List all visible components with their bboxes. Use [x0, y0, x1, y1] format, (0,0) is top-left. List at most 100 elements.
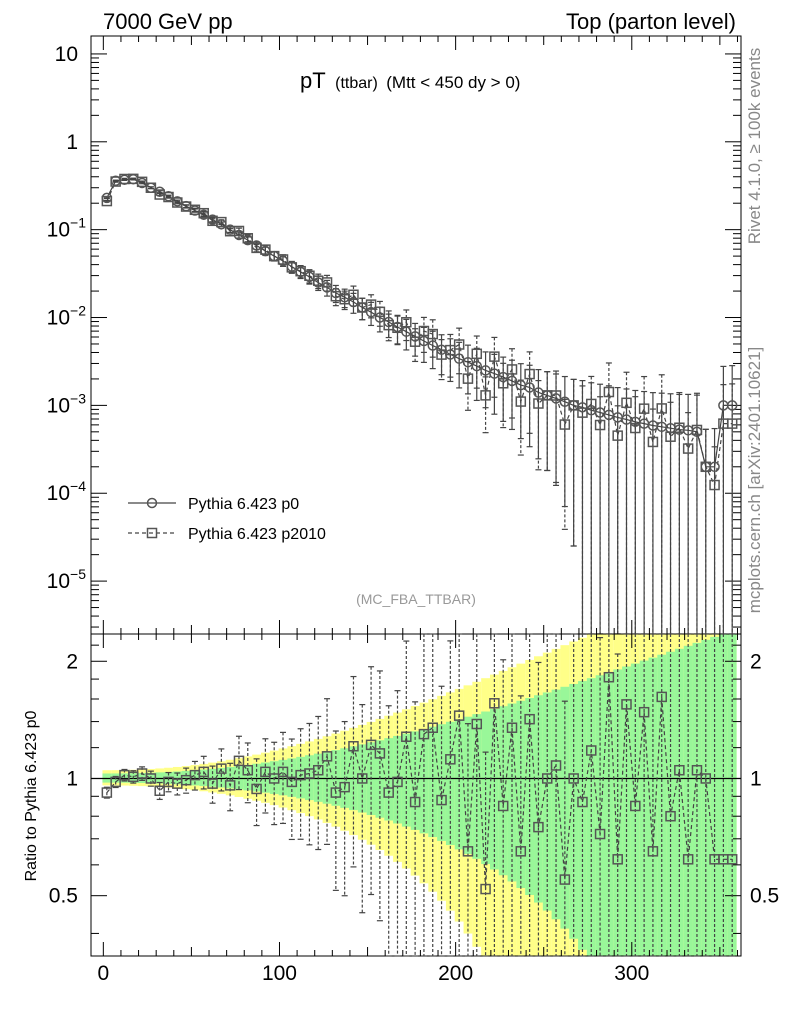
p2010-point [409, 336, 421, 347]
p2010-point [700, 461, 712, 473]
p0-point [453, 353, 465, 364]
y-tick-label: 1 [66, 131, 78, 154]
header-left: 7000 GeV pp [103, 9, 233, 34]
ratio-point [612, 854, 623, 865]
ratio-point [453, 710, 465, 721]
ratio-point [541, 773, 553, 784]
ratio-point [550, 760, 562, 771]
ratio-y-axis-label: Ratio to Pythia 6.423 p0 [23, 711, 40, 882]
p2010-point [682, 443, 694, 454]
p2010-point [630, 422, 641, 434]
ratio-point [506, 722, 518, 733]
ratio-y-tick-label: 1 [750, 767, 762, 790]
ratio-point [533, 821, 544, 833]
ratio-point [700, 773, 712, 784]
green-band [243, 764, 253, 791]
green-band [322, 751, 332, 804]
ratio-point [321, 751, 333, 762]
p2010-point [374, 306, 386, 318]
p2010-point [163, 191, 174, 203]
y-tick-label: 10−2 [47, 303, 87, 330]
ratio-point [233, 755, 245, 767]
ratio-point [216, 763, 227, 774]
green-band [225, 767, 235, 789]
p2010-point [101, 195, 113, 207]
ratio-point [357, 773, 368, 784]
y-tick-label: 10−3 [47, 390, 87, 417]
green-band [613, 669, 623, 956]
legend: Pythia 6.423 p0 Pythia 6.423 p2010 [128, 496, 326, 543]
p0-point [480, 365, 491, 376]
title-rest: (Mtt < 450 dy > 0) [386, 73, 520, 92]
main-frame [90, 35, 742, 635]
y-tick-label: 10−5 [47, 566, 87, 593]
ratio-point [726, 854, 738, 865]
p2010-point [480, 390, 491, 401]
ratio-point [260, 766, 271, 778]
p2010-point [515, 396, 527, 407]
ratio-point [374, 748, 386, 759]
ratio-point [242, 764, 254, 776]
p2010-point [445, 344, 456, 356]
ratio-point [445, 754, 456, 765]
p2010-point [568, 400, 579, 411]
p2010-point [524, 368, 535, 380]
ratio-point [524, 713, 535, 725]
p2010-point [427, 328, 438, 340]
legend-label-p2010: Pythia 6.423 p2010 [188, 526, 326, 543]
p0-point [489, 368, 500, 379]
p0-point [462, 356, 474, 368]
mcplots-label: mcplots.cern.ch [arXiv:2401.10621] [745, 347, 764, 613]
p2010-point [533, 398, 544, 409]
green-band [595, 675, 605, 956]
ratio-point [383, 787, 394, 798]
p0-point [726, 400, 738, 411]
p2010-point [559, 419, 571, 430]
y-tick-label: 10−4 [47, 478, 87, 505]
ratio-point [409, 796, 421, 808]
ratio-point [656, 691, 667, 703]
p2010-point [497, 378, 509, 389]
green-band [701, 639, 711, 956]
ratio-series [101, 633, 738, 957]
p2010-point [638, 403, 650, 414]
p2010-point [392, 322, 403, 334]
ratio-point [198, 766, 209, 778]
p0-point [409, 331, 421, 342]
ratio-axis [91, 634, 741, 956]
ratio-point [621, 699, 632, 710]
x-tick-label: 100 [262, 962, 297, 985]
p2010-point [242, 233, 254, 244]
ratio-point [630, 800, 641, 812]
y-tick-label: 10 [55, 43, 78, 66]
p2010-point [145, 182, 157, 193]
ratio-point [471, 718, 483, 730]
green-band [410, 731, 420, 830]
green-band [181, 770, 191, 785]
p2010-point [621, 397, 632, 409]
ratio-y-tick-label: 0.5 [750, 885, 779, 908]
ratio-point [691, 764, 703, 776]
p0-point [524, 382, 535, 393]
main-axis [91, 36, 741, 634]
x-tick-labels: 0 100 200 300 [97, 962, 649, 985]
ratio-point [365, 739, 377, 751]
p2010-point [348, 289, 359, 301]
p2010-point [198, 207, 209, 219]
ratio-point [339, 781, 350, 793]
y-tick-label: 10−1 [47, 215, 87, 242]
p2010-point [365, 299, 377, 310]
rivet-label: Rivet 4.1.0, ≥ 100k events [745, 48, 764, 244]
p0-point [497, 371, 509, 383]
p2010-point [656, 403, 667, 414]
p2010-point [586, 398, 597, 410]
title-sub: (ttbar) [335, 75, 378, 92]
x-tick-label: 0 [97, 962, 109, 985]
ratio-line [106, 677, 733, 890]
p2010-point [709, 479, 720, 491]
green-band [674, 648, 684, 956]
p2010-point [603, 386, 615, 398]
ratio-point [101, 787, 113, 798]
p2010-point [726, 418, 738, 429]
main-y-tick-labels: 10 1 10−1 10−2 10−3 10−4 10−5 [47, 43, 87, 593]
